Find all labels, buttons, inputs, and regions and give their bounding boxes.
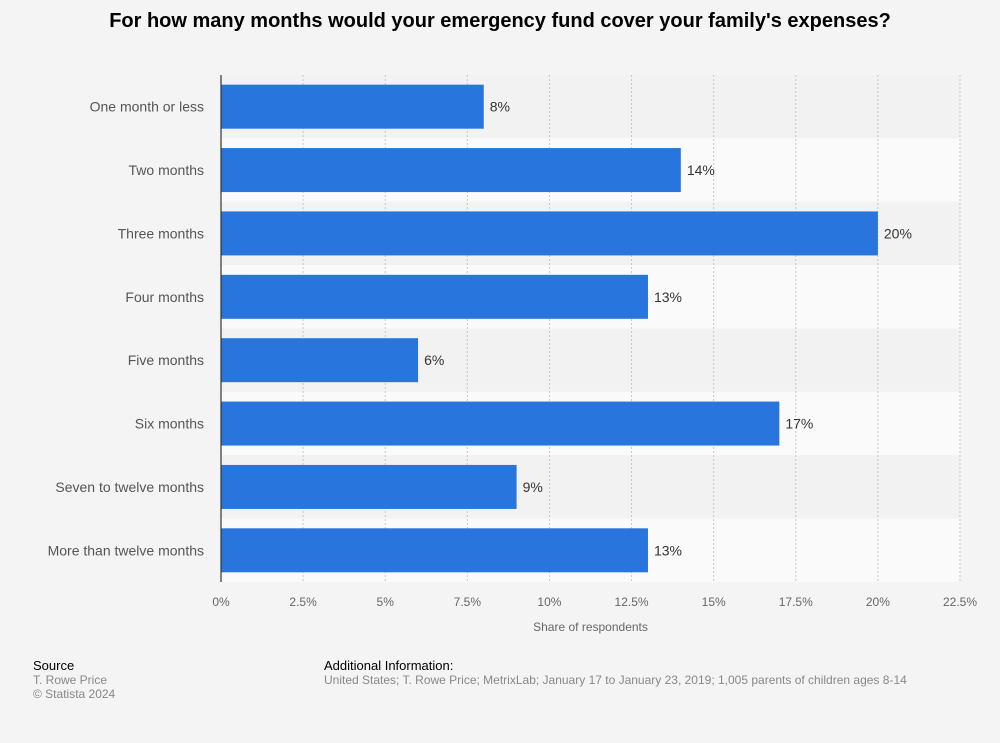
bar[interactable] <box>221 464 517 509</box>
value-label: 14% <box>687 162 715 178</box>
bar[interactable] <box>221 401 780 446</box>
category-label: More than twelve months <box>48 542 204 558</box>
additional-info-heading: Additional Information: <box>324 658 454 673</box>
category-label: Seven to twelve months <box>55 479 204 495</box>
x-tick-label: 10% <box>537 595 561 609</box>
x-axis-title: Share of respondents <box>533 620 648 634</box>
additional-info-text: United States; T. Rowe Price; MetrixLab;… <box>324 673 907 687</box>
x-tick-label: 12.5% <box>615 595 649 609</box>
bar[interactable] <box>221 528 648 573</box>
source-heading: Source <box>33 658 75 673</box>
x-tick-label: 22.5% <box>943 595 977 609</box>
source-block: Source T. Rowe Price © Statista 2024 <box>33 658 115 701</box>
source-name: T. Rowe Price <box>33 673 108 687</box>
x-tick-label: 7.5% <box>454 595 482 609</box>
bar-chart: One month or less 8% Two months 14% Three mo… <box>48 75 977 634</box>
value-label: 13% <box>654 289 682 305</box>
category-label: Five months <box>128 352 204 368</box>
value-label: 17% <box>785 416 813 432</box>
category-label: One month or less <box>90 99 204 115</box>
x-tick-label: 2.5% <box>289 595 317 609</box>
value-label: 20% <box>884 225 912 241</box>
value-label: 9% <box>523 479 543 495</box>
category-label: Three months <box>118 225 204 241</box>
category-label: Two months <box>129 162 204 178</box>
category-label: Four months <box>125 289 204 305</box>
bar[interactable] <box>221 148 681 193</box>
x-tick-label: 17.5% <box>779 595 813 609</box>
x-tick-label: 0% <box>212 595 230 609</box>
category-label: Six months <box>135 416 204 432</box>
bar[interactable] <box>221 274 648 319</box>
value-label: 13% <box>654 542 682 558</box>
value-label: 8% <box>490 99 510 115</box>
bar[interactable] <box>221 211 878 256</box>
x-tick-label: 5% <box>377 595 395 609</box>
chart-title: For how many months would your emergency… <box>109 10 891 32</box>
bar[interactable] <box>221 84 484 129</box>
x-tick-label: 15% <box>702 595 726 609</box>
bar[interactable] <box>221 338 419 383</box>
additional-info-block: Additional Information: United States; T… <box>324 658 907 687</box>
copyright: © Statista 2024 <box>33 687 116 701</box>
x-tick-label: 20% <box>866 595 890 609</box>
value-label: 6% <box>424 352 444 368</box>
